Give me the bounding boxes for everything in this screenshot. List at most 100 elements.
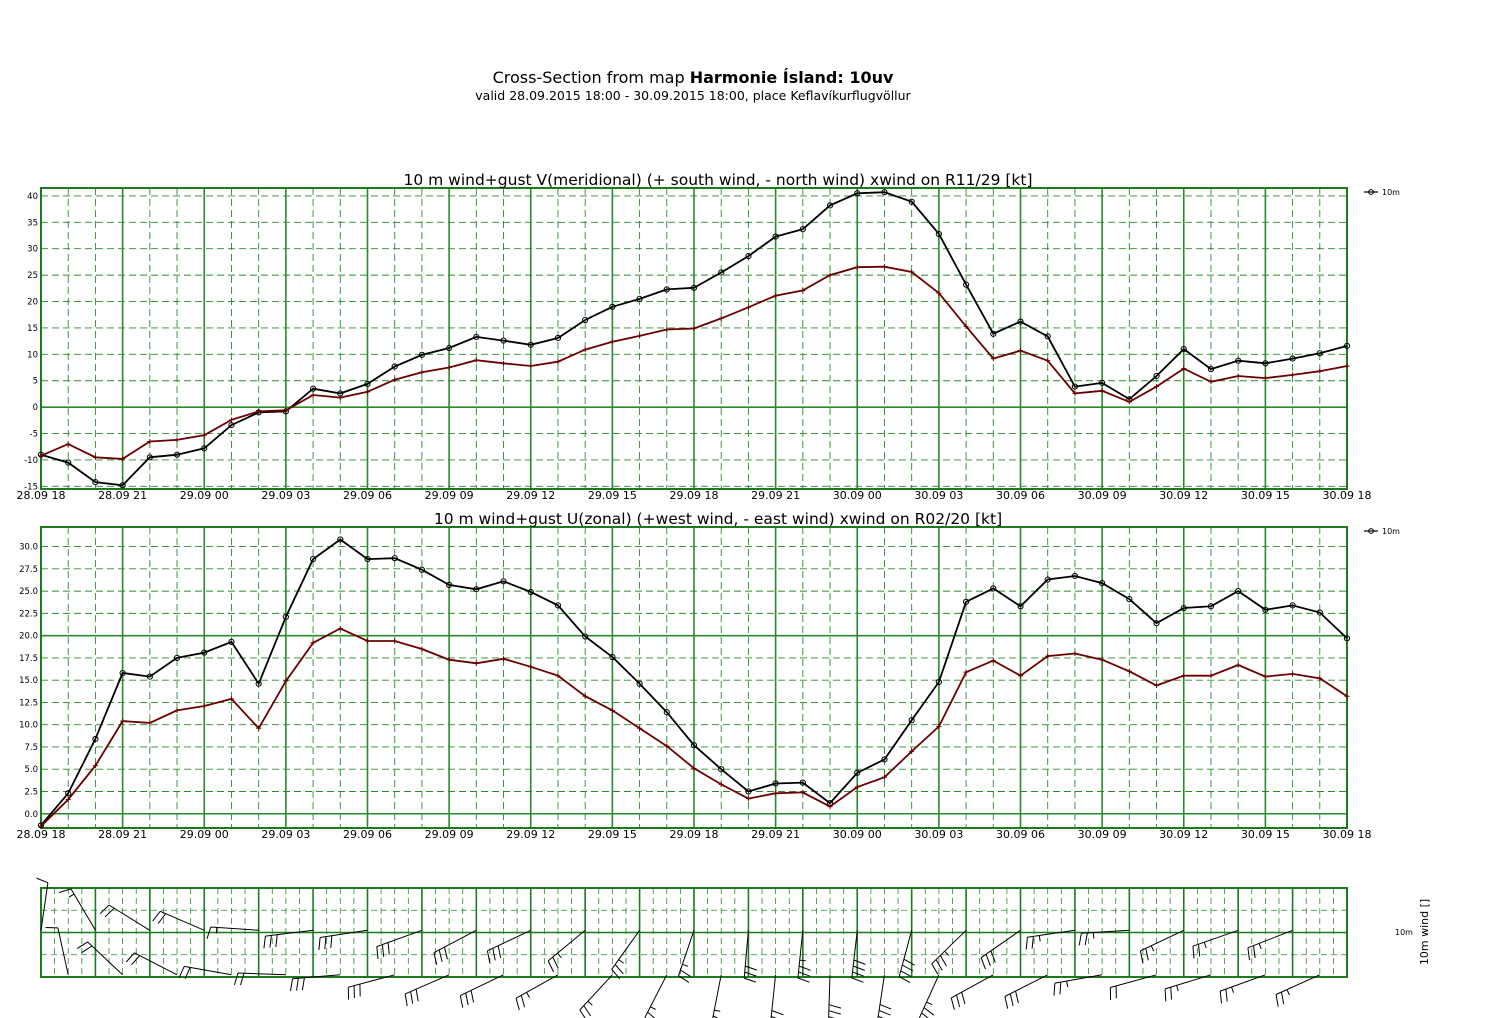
wind-barb [486,929,532,963]
data-point [1207,366,1215,373]
main-title: Cross-Section from map Harmonie Ísland: … [0,68,1386,87]
wind-barb [152,910,205,931]
data-point [990,585,997,592]
data-point [881,756,888,763]
data-point [1262,606,1269,613]
x-tick-label: 30.09 18 [1323,828,1372,841]
x-tick-label: 30.09 12 [1159,489,1208,502]
wind-barb [1247,929,1293,961]
data-point [936,723,942,729]
data-point [555,673,561,679]
data-point [310,392,316,398]
data-point [745,253,752,260]
data-point [664,327,670,333]
x-tick-label: 29.09 18 [670,489,719,502]
x-tick-label: 29.09 06 [343,489,392,502]
panel-title: 10 m wind+gust V(meridional) (+ south wi… [403,171,1032,189]
data-point [92,454,98,460]
data-point [1045,358,1051,364]
wind-barb [1275,974,1321,1007]
data-point [228,417,234,423]
data-point [419,369,425,375]
data-point [854,784,860,790]
data-point [527,341,534,348]
data-point [1018,673,1023,679]
data-point [309,385,317,392]
data-point [582,347,588,353]
y-tick-label: 7.5 [24,743,38,753]
data-point [1208,379,1214,385]
x-tick-label: 30.09 15 [1241,828,1290,841]
data-point [1317,368,1323,374]
x-tick-label: 30.09 09 [1078,489,1127,502]
data-point [826,202,834,209]
wind-barb [1164,974,1212,1002]
data-point [365,389,370,395]
legend-label: 10m [1382,527,1400,536]
legend-label: 10m [1382,188,1400,197]
barb-y-axis-label: 10m wind [] [1418,899,1431,965]
data-point [1154,683,1160,689]
y-tick-label: -10 [24,456,38,466]
data-point [962,281,970,288]
data-point [528,363,534,369]
data-point [772,780,779,787]
data-point [1207,603,1215,610]
y-tick-label: 20.0 [19,632,38,642]
data-point [554,334,562,342]
line-panel-2: 30.0 27.5 25.0 22.5 20.0 17.5 15.0 12.5 10.0 7.5 5… [17,510,1401,841]
wind-barb [828,974,842,1018]
data-point [827,804,833,810]
data-point [582,633,589,640]
data-point [1018,348,1023,354]
y-tick-label: 15.0 [19,676,38,686]
data-point [609,339,615,345]
data-point [119,482,126,489]
x-tick-label: 29.09 21 [751,828,800,841]
data-point [174,437,180,443]
y-tick-label: 40 [27,192,38,202]
data-point [1017,318,1024,325]
data-point [1289,602,1296,609]
data-point [936,290,942,296]
wind-barb [1109,974,1157,1000]
data-point [364,380,371,388]
data-point [909,269,915,275]
wind-barb [918,974,940,1018]
data-point [173,451,181,458]
data-point [147,720,153,726]
data-point [473,660,479,666]
y-tick-label: 0.0 [24,810,38,820]
data-point [1343,635,1351,642]
data-point [1344,363,1350,369]
x-tick-label: 30.09 00 [833,489,882,502]
legend-marker [1368,528,1374,534]
data-point [418,351,426,358]
data-point [1262,674,1268,680]
y-tick-label: 27.5 [19,565,38,575]
data-point [283,407,289,413]
data-point [1072,650,1078,656]
wind-barb [678,930,695,983]
data-point [1017,603,1024,610]
data-point [1235,357,1242,364]
x-tick-label: 30.09 03 [914,489,963,502]
wind-barb [797,930,811,983]
data-point [500,337,507,344]
wind-barb [178,965,232,980]
data-point [228,422,235,429]
data-point [554,602,562,609]
wind-barb [318,929,368,950]
wind-barb [898,930,915,984]
data-point [637,333,643,339]
wind-barb [1025,929,1075,950]
main-title-bold: Harmonie Ísland: 10uv [689,68,894,87]
data-point [120,718,126,724]
x-tick-label: 29.09 03 [261,489,310,502]
data-point [1208,673,1214,679]
wind-barb [547,929,586,973]
series-line-wind [40,538,1348,826]
data-point [718,766,725,773]
data-point [1044,333,1051,340]
